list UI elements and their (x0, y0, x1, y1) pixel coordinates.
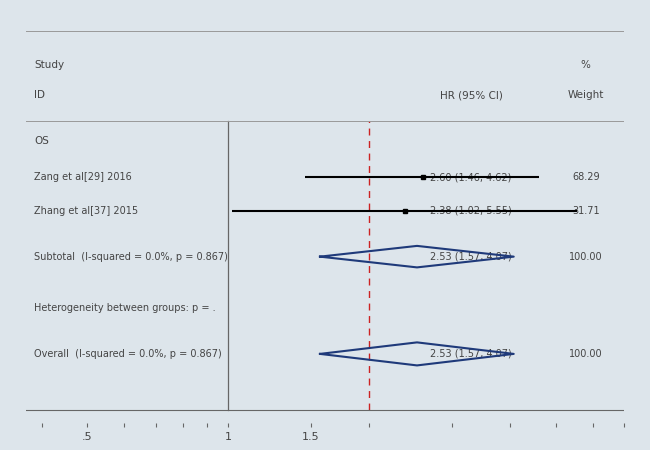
Text: Study: Study (34, 60, 64, 70)
Text: Zang et al[29] 2016: Zang et al[29] 2016 (34, 172, 132, 182)
Text: 2.53 (1.57, 4.07): 2.53 (1.57, 4.07) (430, 349, 512, 359)
Text: Subtotal  (I-squared = 0.0%, p = 0.867): Subtotal (I-squared = 0.0%, p = 0.867) (34, 252, 228, 261)
Text: OS: OS (34, 136, 49, 146)
Text: 100.00: 100.00 (569, 252, 603, 261)
Text: Zhang et al[37] 2015: Zhang et al[37] 2015 (34, 206, 138, 216)
Text: Weight: Weight (567, 90, 604, 100)
Text: HR (95% CI): HR (95% CI) (439, 90, 502, 100)
Text: 31.71: 31.71 (572, 206, 599, 216)
Text: 2.38 (1.02, 5.55): 2.38 (1.02, 5.55) (430, 206, 512, 216)
Text: 100.00: 100.00 (569, 349, 603, 359)
Text: 2.60 (1.46, 4.62): 2.60 (1.46, 4.62) (430, 172, 512, 182)
Text: Overall  (I-squared = 0.0%, p = 0.867): Overall (I-squared = 0.0%, p = 0.867) (34, 349, 222, 359)
Text: 2.53 (1.57, 4.07): 2.53 (1.57, 4.07) (430, 252, 512, 261)
Text: 68.29: 68.29 (572, 172, 599, 182)
Text: %: % (581, 60, 591, 70)
Text: ID: ID (34, 90, 45, 100)
Text: Heterogeneity between groups: p = .: Heterogeneity between groups: p = . (34, 303, 216, 313)
